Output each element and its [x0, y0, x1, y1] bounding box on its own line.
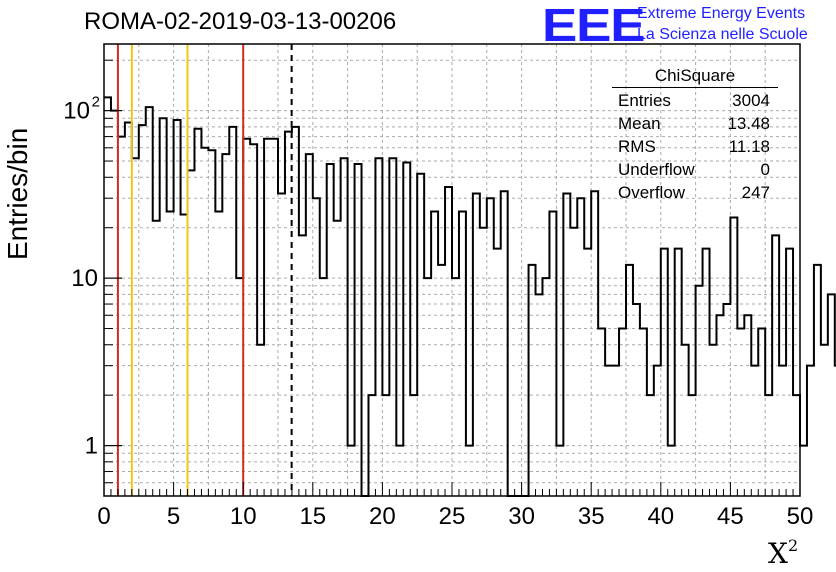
y-tick-label: 10 — [63, 98, 90, 125]
eee-logo: EEE — [542, 0, 646, 51]
x-tick-label: 10 — [230, 503, 257, 530]
x-tick-label: 15 — [299, 503, 326, 530]
plot-title: ROMA-02-2019-03-13-00206 — [84, 8, 397, 35]
stats-label: Mean — [618, 114, 661, 133]
x-tick-label: 20 — [369, 503, 396, 530]
stats-label: Overflow — [618, 183, 686, 202]
y-tick-label-exponent: 2 — [92, 94, 100, 111]
x-tick-label: 5 — [167, 503, 180, 530]
stats-label: RMS — [618, 137, 656, 156]
stats-box: ChiSquare Entries 3004 Mean 13.48 RMS 11.18… — [612, 66, 778, 204]
logo-caption-line1: Extreme Energy Events — [637, 5, 806, 22]
stats-row-mean: Mean 13.48 — [612, 112, 778, 135]
y-tick-label: 1 — [85, 433, 98, 460]
x-tick-label: 0 — [97, 503, 110, 530]
x-tick-label: 45 — [717, 503, 744, 530]
stats-value: 247 — [741, 183, 770, 202]
logo-caption-line2: La Scienza nelle Scuole — [637, 26, 808, 43]
x-tick-label: 35 — [578, 503, 605, 530]
stats-row-underflow: Underflow 0 — [612, 158, 778, 181]
stats-row-rms: RMS 11.18 — [612, 135, 778, 158]
stats-label: Entries — [618, 91, 671, 110]
stats-value: 11.18 — [728, 137, 770, 156]
stats-row-entries: Entries 3004 — [612, 89, 778, 112]
x-tick-label: 30 — [508, 503, 535, 530]
x-tick-label: 25 — [439, 503, 466, 530]
stats-value: 0 — [760, 160, 770, 179]
x-axis-label-sup: 2 — [787, 536, 799, 555]
stats-row-overflow: Overflow 247 — [612, 181, 778, 204]
stats-label: Underflow — [618, 160, 695, 179]
x-axis-label: Χ2 — [768, 536, 798, 570]
stats-value: 3004 — [732, 91, 770, 110]
logo-caption: Extreme Energy Events La Scienza nelle S… — [637, 3, 808, 45]
x-tick-label: 50 — [787, 503, 814, 530]
x-tick-label: 40 — [647, 503, 674, 530]
y-tick-label: 10 — [71, 265, 98, 292]
stats-box-title: ChiSquare — [612, 66, 778, 88]
stats-value: 13.48 — [727, 114, 770, 133]
x-axis-label-chi: Χ — [768, 537, 788, 570]
